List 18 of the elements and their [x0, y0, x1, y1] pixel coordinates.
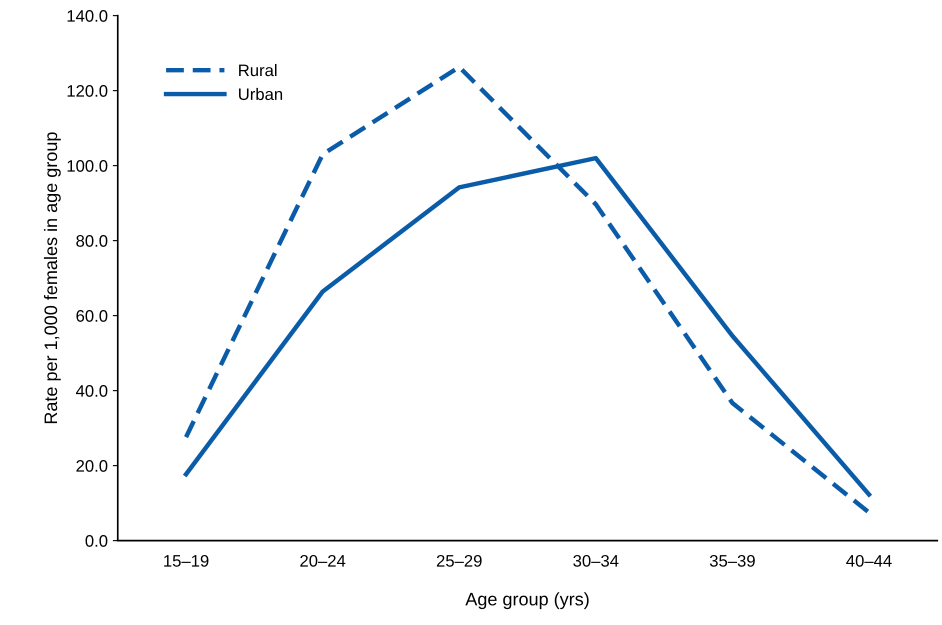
legend-label: Urban: [239, 88, 282, 100]
x-tick-label: 30–34: [573, 554, 619, 567]
y-tick-label: 120.0: [68, 85, 108, 97]
x-tick-label: 25–29: [436, 554, 482, 567]
x-tick-label: 40–44: [846, 554, 892, 567]
y-tick-label: 0.0: [86, 535, 108, 547]
y-tick-label: 20.0: [76, 460, 108, 472]
x-tick-label: 15–19: [164, 554, 208, 567]
y-tick-label: 140.0: [68, 10, 108, 22]
x-axis-title: Age group (yrs): [465, 592, 589, 610]
x-tick-label: 35–39: [710, 554, 755, 567]
y-tick-label: 60.0: [76, 310, 108, 322]
y-tick-label: 100.0: [68, 160, 108, 172]
y-tick-label: 40.0: [76, 385, 108, 397]
y-axis-title: Rate per 1,000 females in age group: [44, 132, 61, 424]
y-tick-label: 80.0: [76, 235, 108, 247]
legend-label: Rural: [239, 64, 276, 76]
x-tick-label: 20–24: [300, 554, 346, 567]
